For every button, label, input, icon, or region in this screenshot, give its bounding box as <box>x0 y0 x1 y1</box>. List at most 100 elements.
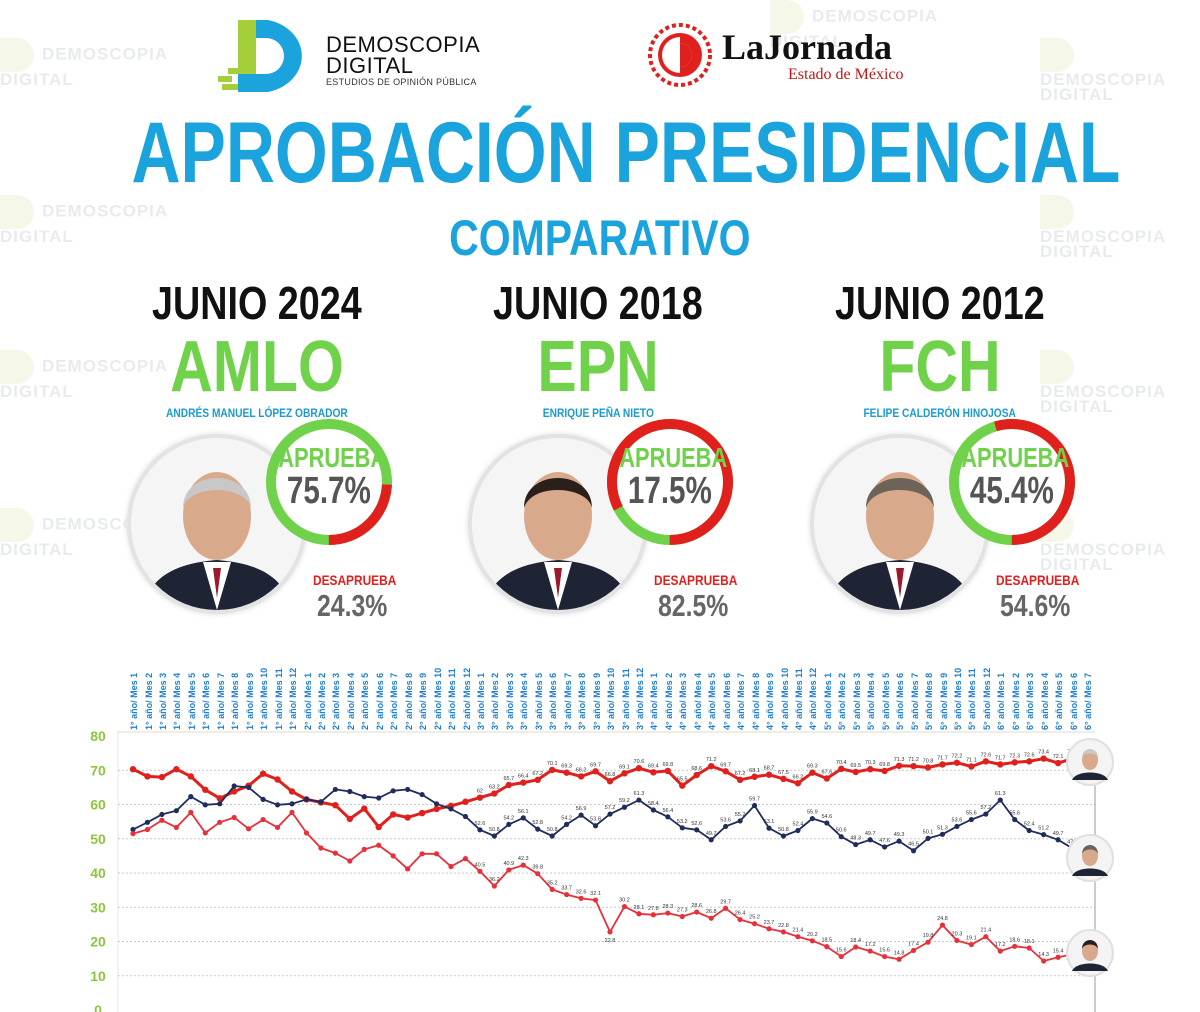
fch-data-point <box>347 788 353 795</box>
x-tick-label: 2° año/ Mes 5 <box>360 672 371 730</box>
amlo-data-label: 66.4 <box>518 774 529 780</box>
fch-data-label: 49.3 <box>894 832 905 838</box>
fch-data-point <box>1084 851 1090 858</box>
amlo-data-label: 69.8 <box>879 762 890 768</box>
epn-data-point <box>925 939 931 945</box>
fch-data-point <box>376 795 382 801</box>
epn-data-point <box>419 851 425 857</box>
fch-data-point <box>260 796 266 802</box>
amlo-data-point <box>447 802 455 810</box>
fch-data-point <box>1055 837 1061 843</box>
amlo-data-point <box>982 758 990 765</box>
amlo-data-label: 75.7 <box>1082 742 1093 748</box>
watermark: DEMOSCOPIA DIGITAL <box>770 0 938 50</box>
epn-data-label: 27.3 <box>677 907 688 913</box>
fch-data-point <box>795 827 801 834</box>
amlo-data-point <box>722 768 729 775</box>
x-tick-label: 4° año/ Mes 6 <box>721 672 732 730</box>
disapprove-value: 24.3% <box>317 588 388 623</box>
fch-thumbnail-portrait <box>1066 834 1114 882</box>
amlo-data-point <box>621 770 628 777</box>
x-tick-label: 1° año/ Mes 10 <box>259 667 270 730</box>
epn-data-point <box>462 856 469 862</box>
disapprove-label: DESAPRUEBA <box>313 572 397 588</box>
fch-data-label: 52.6 <box>475 821 486 827</box>
epn-data-label: 16.3 <box>1067 945 1078 951</box>
logo-line2: DIGITAL <box>326 53 414 78</box>
x-tick-label: 4° año/ Mes 5 <box>707 672 718 730</box>
watermark: DEMOSCOPIA DIGITAL <box>1040 195 1200 260</box>
epn-data-label: 40.9 <box>503 861 514 867</box>
epn-data-label: 19.8 <box>923 933 934 939</box>
fch-data-point <box>173 808 179 814</box>
x-tick-label: 4° año/ Mes 8 <box>750 672 761 730</box>
epn-portrait <box>468 434 648 614</box>
y-tick-label: 50 <box>90 831 106 847</box>
epn-data-point <box>144 826 151 833</box>
amlo-data-point <box>852 768 859 776</box>
epn-data-label: 33.7 <box>561 886 572 892</box>
epn-data-point <box>433 851 440 857</box>
amlo-data-point <box>1083 747 1091 754</box>
fch-data-label: 52.4 <box>1024 822 1035 828</box>
epn-data-point <box>231 814 237 821</box>
amlo-data-point <box>895 762 903 769</box>
epn-data-point <box>1012 943 1018 949</box>
y-tick-label: 20 <box>90 934 106 950</box>
fch-data-label: 52.8 <box>532 820 543 826</box>
amlo-data-point <box>794 780 802 787</box>
x-tick-label: 5° año/ Mes 9 <box>938 672 949 730</box>
amlo-data-point <box>693 771 700 779</box>
fch-data-label: 55.6 <box>1009 811 1020 817</box>
epn-data-point <box>549 886 555 893</box>
x-tick-label: 3° año/ Mes 7 <box>562 672 573 730</box>
epn-data-point <box>173 824 179 831</box>
amlo-data-point <box>823 775 831 782</box>
epn-data-point <box>188 809 194 815</box>
epn-data-label: 40.5 <box>475 862 486 868</box>
fch-data-label: 51.3 <box>937 825 948 831</box>
watermark: DEMOSCOPIA DIGITAL <box>1040 350 1200 415</box>
epn-data-point <box>939 922 946 928</box>
epn-data-label: 15.6 <box>879 948 890 954</box>
x-tick-label: 1° año/ Mes 3 <box>157 672 168 730</box>
fch-data-point <box>983 811 989 817</box>
epn-data-label: 21.4 <box>980 928 991 934</box>
fch-data-point <box>621 804 628 810</box>
x-tick-label: 1° año/ Mes 12 <box>288 667 298 730</box>
epn-data-point <box>853 944 859 950</box>
president-epn: JUNIO 2018 EPN ENRIQUE PEÑA NIETO <box>428 278 768 420</box>
x-tick-label: 2° año/ Mes 12 <box>461 667 472 730</box>
epn-data-point <box>274 824 281 831</box>
fch-data-point <box>607 811 613 817</box>
x-tick-label: 6° año/ Mes 1 <box>996 672 1007 730</box>
amlo-data-point <box>592 768 599 775</box>
fch-data-point <box>925 835 931 842</box>
x-tick-label: 4° año/ Mes 7 <box>736 672 747 730</box>
amlo-data-point <box>838 765 845 773</box>
x-tick-label: 2° año/ Mes 8 <box>403 672 414 730</box>
epn-data-point <box>679 913 685 920</box>
epn-data-label: 27.8 <box>648 906 659 912</box>
fch-data-label: 47.2 <box>1067 839 1078 845</box>
logo-line1: DEMOSCOPIA <box>326 32 481 57</box>
period-label: JUNIO 2024 <box>152 277 362 329</box>
epn-data-label: 17.5 <box>1082 941 1093 947</box>
fch-data-label: 55.2 <box>735 812 746 818</box>
epn-data-point <box>751 921 758 927</box>
epn-data-point <box>578 895 584 901</box>
disapprove-label: DESAPRUEBA <box>654 572 738 588</box>
amlo-data-point <box>1040 755 1047 762</box>
epn-data-label: 23.7 <box>764 920 775 926</box>
fch-data-label: 51.2 <box>1038 826 1049 832</box>
amlo-data-point <box>606 778 614 785</box>
fch-data-point <box>231 783 237 789</box>
amlo-data-point <box>288 788 296 795</box>
x-tick-label: 5° año/ Mes 2 <box>837 672 848 730</box>
fch-data-point <box>274 802 281 808</box>
epn-data-point <box>766 926 772 932</box>
amlo-data-point <box>1069 755 1076 762</box>
fch-data-point <box>954 823 960 830</box>
amlo-data-label: 69.5 <box>850 763 861 769</box>
epn-data-label: 39.8 <box>532 865 543 871</box>
